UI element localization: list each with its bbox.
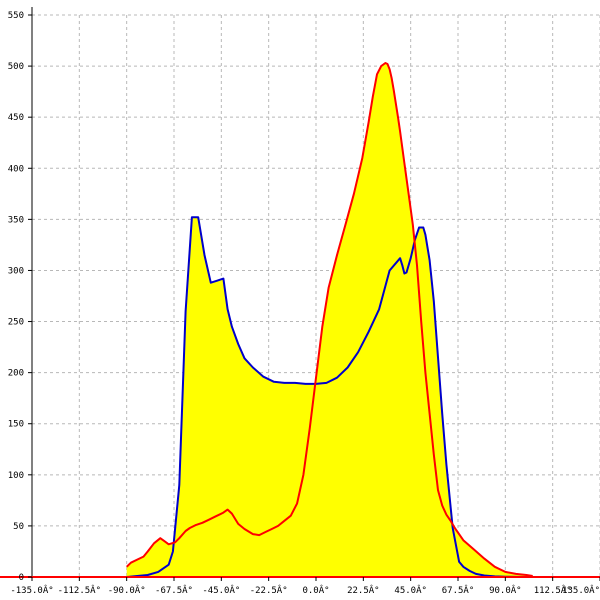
- series-lines: [126, 62, 533, 578]
- y-tick-label: 400: [8, 164, 24, 174]
- x-tick-label: 0.0Â°: [302, 584, 329, 596]
- x-tick-label: 112.5Â°: [534, 584, 572, 596]
- filled-areas: [126, 63, 533, 578]
- series-1-line: [126, 216, 533, 578]
- x-tick-label: -135.0Â°: [10, 584, 53, 596]
- y-tick-label: 450: [8, 113, 24, 123]
- x-tick-labels: -135.0Â° -112.5Â° -90.0Â° -67.5Â° -45.0Â° -22…: [10, 584, 600, 596]
- y-tick-label: 150: [8, 420, 24, 430]
- x-tick-label: -67.5Â°: [155, 584, 193, 596]
- x-tick-label: 90.0Â°: [489, 584, 522, 596]
- y-tick-label: 0: [19, 573, 24, 583]
- y-tick-label: 200: [8, 369, 24, 379]
- y-tick-label: 250: [8, 318, 24, 328]
- y-tick-labels: 0 50 100 150 200 250 300 350 400 450 500 550: [8, 11, 24, 583]
- axes: [0, 7, 600, 581]
- y-tick-label: 550: [8, 11, 24, 21]
- x-tick-label: 67.5Â°: [442, 584, 475, 596]
- x-tick-label: -112.5Â°: [58, 584, 101, 596]
- y-tick-label: 350: [8, 215, 24, 225]
- y-tick-label: 50: [13, 522, 24, 532]
- x-tick-label: 135.0Â°: [562, 584, 600, 596]
- y-tick-label: 100: [8, 471, 24, 481]
- series-2-area: [126, 63, 533, 577]
- x-tick-label: -45.0Â°: [202, 584, 240, 596]
- x-tick-label: -90.0Â°: [108, 584, 146, 596]
- x-tick-label: 45.0Â°: [394, 584, 427, 596]
- y-tick-label: 500: [8, 62, 24, 72]
- y-tick-label: 300: [8, 266, 24, 276]
- x-tick-label: 22.5Â°: [347, 584, 380, 596]
- x-tick-label: -22.5Â°: [250, 584, 288, 596]
- series-2-line: [126, 62, 533, 577]
